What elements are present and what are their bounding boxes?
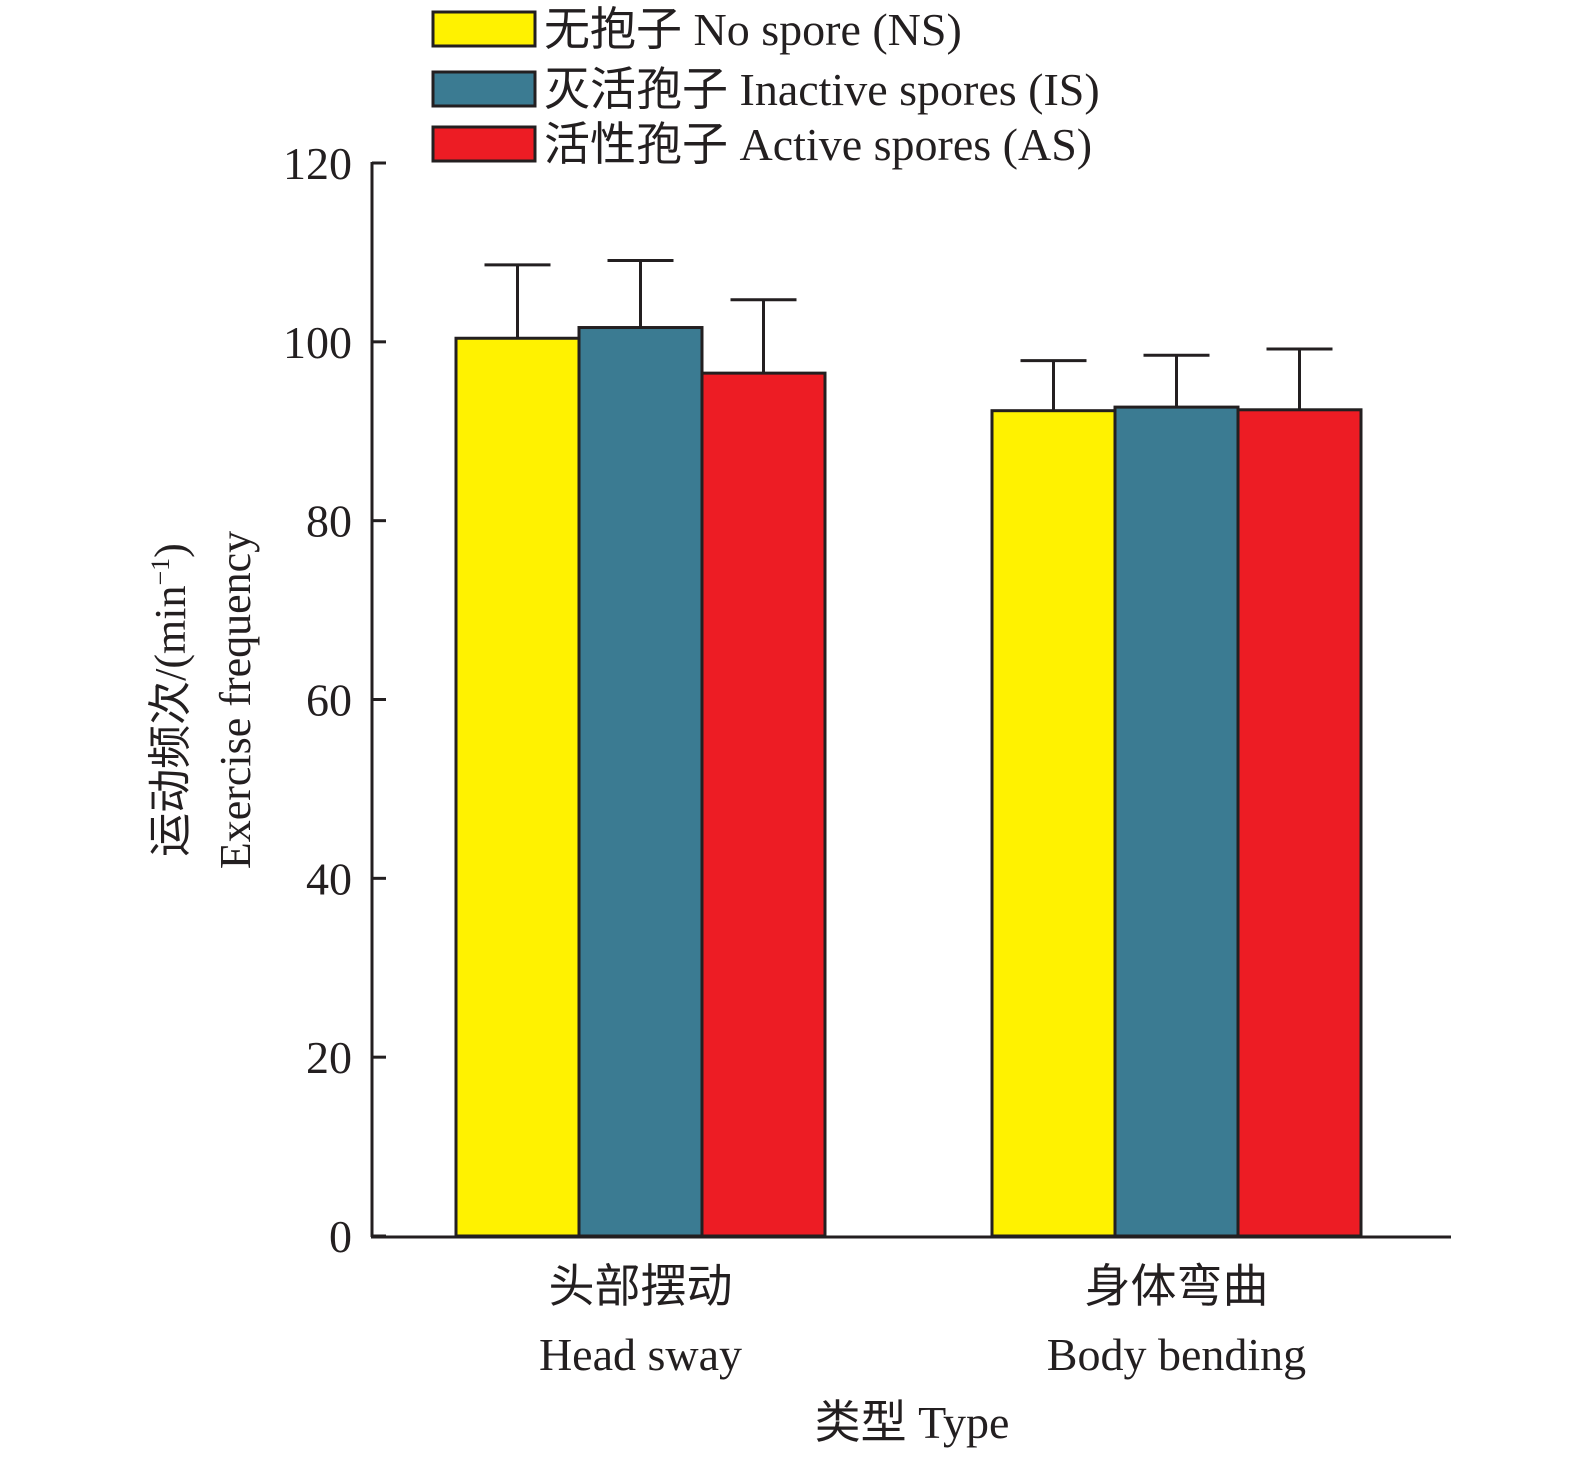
x-tick-label-zh: 头部摆动: [549, 1261, 733, 1312]
x-axis-title: 类型 Type: [815, 1397, 1010, 1448]
legend-swatch: [431, 10, 537, 48]
x-tick-label-en: Head sway: [539, 1329, 742, 1380]
bar: [1113, 405, 1240, 1238]
legend-label: 灭活孢子 Inactive spores (IS): [544, 64, 1100, 115]
x-tick-labels: 头部摆动 Head sway 身体弯曲 Body bending: [539, 1261, 1306, 1380]
y-axis-title-sup: −1: [146, 558, 175, 586]
y-axis-title-zh: 运动频次/(min−1): [146, 543, 195, 857]
y-tick-label: 40: [306, 853, 352, 904]
y-tick-label: 120: [283, 138, 352, 189]
bar: [577, 326, 704, 1238]
y-axis-title-en: Exercise frequency: [211, 531, 260, 869]
bar: [700, 371, 827, 1238]
y-tick-label: 0: [329, 1211, 352, 1262]
y-axis-title-close: ): [146, 543, 195, 558]
bar: [990, 409, 1117, 1238]
x-tick-label-zh: 身体弯曲: [1085, 1261, 1269, 1312]
y-tick-label: 100: [283, 317, 352, 368]
y-axis-title: 运动频次/(min−1) Exercise frequency: [146, 531, 260, 869]
bars-layer: [454, 258, 1363, 1238]
bar: [454, 336, 581, 1238]
y-tick-label: 80: [306, 496, 352, 547]
legend-label: 无抱子 No spore (NS): [544, 4, 962, 55]
y-axis-title-zh-main: 运动频次/(min: [146, 586, 195, 857]
legend: 无抱子 No spore (NS) 灭活孢子 Inactive spores (I…: [431, 4, 1100, 170]
legend-swatch: [431, 70, 537, 108]
y-tick-label: 60: [306, 675, 352, 726]
y-tick-label: 20: [306, 1032, 352, 1083]
legend-swatch: [431, 125, 537, 163]
bar: [1236, 408, 1363, 1238]
legend-label: 活性孢子 Active spores (AS): [544, 119, 1092, 170]
x-tick-label-en: Body bending: [1047, 1329, 1306, 1380]
y-ticks: 0 20 40 60 80 100 120: [283, 138, 386, 1262]
